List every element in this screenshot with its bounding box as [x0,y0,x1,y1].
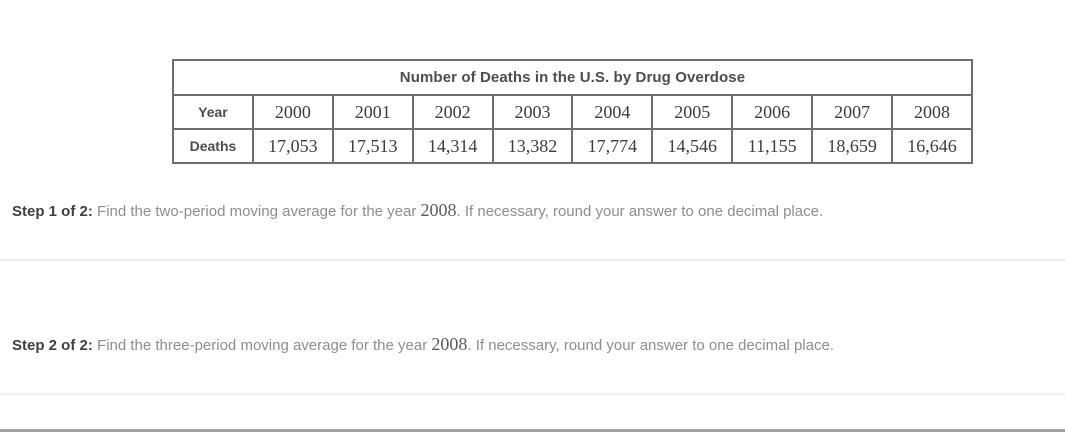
deaths-cell: 17,053 [251,128,334,164]
bottom-bar [0,429,1065,432]
year-cell: 2000 [251,94,334,130]
step-2-instruction: Step 2 of 2: Find the three-period movin… [12,332,1025,357]
step-math-year: 2008 [420,200,457,220]
deaths-cell: 18,659 [811,128,894,164]
deaths-cell: 16,646 [891,128,973,164]
section-divider [0,259,1065,261]
deaths-cell: 13,382 [491,128,574,164]
deaths-cell: 17,513 [331,128,414,164]
overdose-table-container: Number of Deaths in the U.S. by Drug Ove… [172,59,973,164]
row-header-deaths: Deaths [172,128,254,164]
step-text-after: . If necessary, round your answer to one… [467,337,834,354]
section-divider [0,393,1065,395]
step-math-year: 2008 [431,334,468,354]
table-title: Number of Deaths in the U.S. by Drug Ove… [172,59,973,96]
year-cell: 2002 [411,94,494,130]
step-text-before: Find the two-period moving average for t… [92,203,421,220]
table-year-row: Year 2000 2001 2002 2003 2004 2005 2006 … [172,94,973,130]
year-cell: 2006 [731,94,814,130]
year-cell: 2003 [491,94,574,130]
deaths-cell: 17,774 [571,128,654,164]
deaths-cell: 11,155 [731,128,814,164]
table-title-row: Number of Deaths in the U.S. by Drug Ove… [172,59,973,96]
deaths-cell: 14,314 [411,128,494,164]
deaths-cell: 14,546 [651,128,734,164]
step-1-instruction: Step 1 of 2: Find the two-period moving … [12,198,1025,223]
year-cell: 2007 [811,94,894,130]
table-deaths-row: Deaths 17,053 17,513 14,314 13,382 17,77… [172,128,973,164]
step-text-after: . If necessary, round your answer to one… [456,203,824,220]
step-label: Step 2 of 2: [12,337,93,354]
year-cell: 2005 [651,94,734,130]
step-text-before: Find the three-period moving average for… [92,337,432,354]
step-label: Step 1 of 2: [12,203,93,220]
overdose-table: Number of Deaths in the U.S. by Drug Ove… [172,59,973,164]
year-cell: 2004 [571,94,654,130]
year-cell: 2001 [331,94,414,130]
row-header-year: Year [172,94,254,130]
year-cell: 2008 [891,94,973,130]
